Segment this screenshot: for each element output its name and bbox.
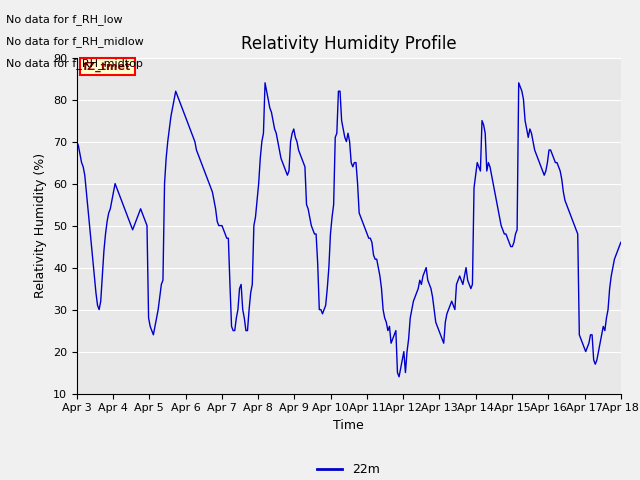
Text: No data for f_RH_midtop: No data for f_RH_midtop bbox=[6, 58, 143, 69]
Text: fZ_tmet: fZ_tmet bbox=[83, 61, 131, 72]
Y-axis label: Relativity Humidity (%): Relativity Humidity (%) bbox=[35, 153, 47, 298]
X-axis label: Time: Time bbox=[333, 419, 364, 432]
Title: Relativity Humidity Profile: Relativity Humidity Profile bbox=[241, 35, 456, 53]
Text: No data for f_RH_low: No data for f_RH_low bbox=[6, 14, 123, 25]
Legend: 22m: 22m bbox=[312, 458, 385, 480]
Text: No data for f_RH_midlow: No data for f_RH_midlow bbox=[6, 36, 144, 47]
